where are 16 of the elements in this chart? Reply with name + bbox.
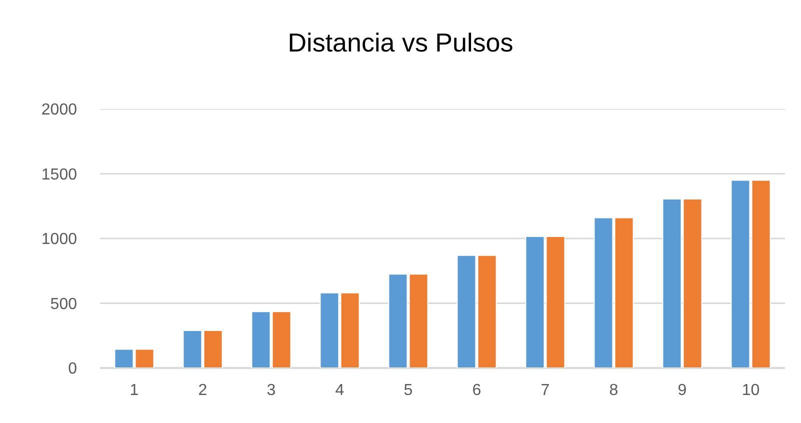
y-tick-label: 1500 <box>41 166 78 184</box>
y-tick-label: 1000 <box>41 231 78 248</box>
chart-title: Distancia vs Pulsos <box>288 27 514 58</box>
x-tick-label: 9 <box>678 382 687 399</box>
x-tick-label: 6 <box>472 382 482 399</box>
x-tick-label: 2 <box>198 382 208 399</box>
x-tick-label: 1 <box>130 382 139 399</box>
x-tick-label: 4 <box>335 382 344 399</box>
x-tick-label: 7 <box>540 382 550 399</box>
x-tick-label: 5 <box>404 382 413 399</box>
y-tick-label: 2000 <box>41 102 78 119</box>
x-tick-label: 3 <box>266 382 276 399</box>
y-tick-label: 500 <box>50 296 78 313</box>
y-tick-label: 0 <box>68 360 78 378</box>
x-tick-label: 8 <box>609 382 618 399</box>
x-tick-label: 10 <box>742 382 760 399</box>
